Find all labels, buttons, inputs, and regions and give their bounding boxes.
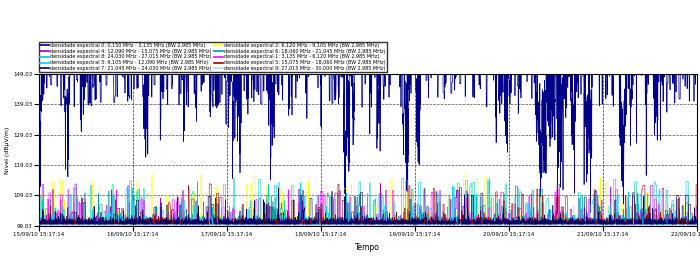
X-axis label: Tempo: Tempo <box>355 243 380 252</box>
Legend: densidade espectral 0: 0,150 MHz - 3,135 MHz (BW 2,985 MHz), densidade espectral: densidade espectral 0: 0,150 MHz - 3,135… <box>38 41 387 72</box>
Y-axis label: Nível (dBµV/m): Nível (dBµV/m) <box>5 126 10 173</box>
